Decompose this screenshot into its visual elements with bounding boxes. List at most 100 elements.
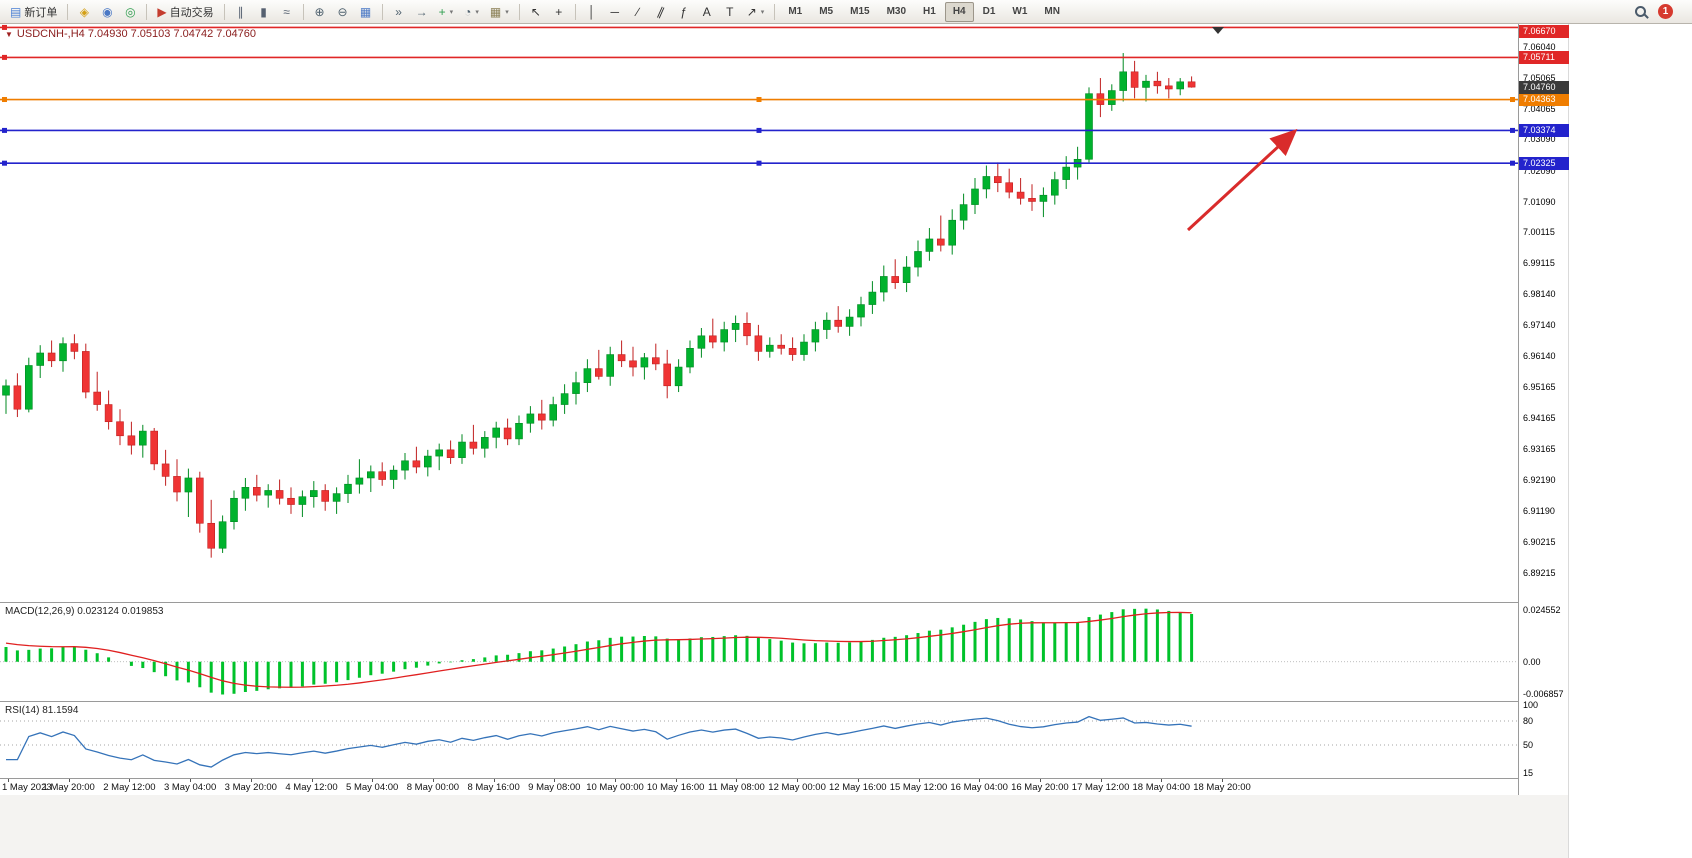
time-axis-label: 15 May 12:00 (889, 782, 948, 793)
toolbar-separator (381, 3, 383, 20)
timeframe-m1-button[interactable]: M1 (788, 6, 803, 17)
community-icon: ◎ (125, 4, 136, 19)
candles-mode-button[interactable]: ▮ (253, 2, 275, 22)
chart-shift-icon: → (415, 4, 428, 19)
time-axis-tick (918, 779, 920, 782)
time-axis-label: 1 May 20:00 (42, 782, 95, 793)
crosshair-button[interactable]: + (548, 2, 570, 22)
time-axis-label: 16 May 04:00 (950, 782, 1008, 793)
chart-window[interactable]: ▼ USDCNH-,H4 7.04930 7.05103 7.04742 7.0… (0, 24, 1569, 795)
tile-windows-button[interactable]: ▦ (355, 2, 377, 22)
chart-profiles-icon: ◈ (79, 4, 89, 19)
time-axis-tick (129, 779, 131, 782)
market-watch-button[interactable]: ◉ (96, 2, 118, 22)
indicators-button[interactable]: + ▾ (434, 2, 459, 22)
price-axis-label: 6.99115 (1523, 258, 1555, 269)
crosshair-icon: + (555, 4, 563, 19)
time-axis-tick (432, 779, 434, 782)
time-axis-label: 10 May 00:00 (586, 782, 644, 793)
toolbar-separator (574, 3, 576, 20)
bars-mode-icon: ∥ (237, 4, 244, 19)
text-label-button[interactable]: T (719, 2, 741, 22)
time-axis-label: 12 May 00:00 (768, 782, 826, 793)
time-axis-label: 9 May 08:00 (528, 782, 581, 793)
toolbar-separator (774, 3, 776, 20)
time-axis-label: 2 May 12:00 (103, 782, 156, 793)
fibonacci-icon: ƒ (680, 4, 688, 19)
time-axis-label: 8 May 16:00 (467, 782, 520, 793)
zoom-out-button[interactable]: ⊖ (332, 2, 354, 22)
auto-trading-icon: ▶ (157, 4, 167, 19)
timeframe-d1-button[interactable]: D1 (982, 6, 996, 17)
timeframe-m5-button[interactable]: M5 (819, 6, 834, 17)
chart-shift-button[interactable]: → (411, 2, 433, 22)
period-button[interactable]: ◔ ▾ (459, 2, 484, 22)
auto-scroll-icon: » (395, 4, 402, 19)
indicators-icon: + (438, 4, 446, 19)
fibonacci-button[interactable]: ƒ (673, 2, 695, 22)
templates-button[interactable]: ▦ ▾ (485, 2, 514, 22)
price-axis-label: 7.06040 (1523, 42, 1556, 53)
trendline-icon: ∕ (636, 4, 639, 19)
time-axis-tick (857, 779, 859, 782)
cursor-button[interactable]: ↖ (525, 2, 547, 22)
notification-badge[interactable]: 1 (1658, 4, 1673, 19)
time-axis-tick (8, 779, 9, 782)
auto-scroll-button[interactable]: » (388, 2, 410, 22)
bars-mode-button[interactable]: ∥ (230, 2, 252, 22)
time-axis-label: 12 May 16:00 (829, 782, 887, 793)
price-tag-7.06670: 7.06670 (1519, 25, 1569, 38)
rsi-axis-label: 50 (1523, 740, 1534, 750)
zoom-in-icon: ⊕ (314, 4, 325, 19)
timeframe-m30-button[interactable]: M30 (886, 6, 907, 17)
timeframe-h4-button[interactable]: H4 (944, 1, 974, 22)
rsi-canvas[interactable] (0, 702, 1518, 778)
price-axis-label: 6.94165 (1523, 413, 1556, 424)
search-icon[interactable] (1635, 6, 1646, 17)
trendline-button[interactable]: ∕ (627, 2, 649, 22)
rsi-axis-label: 100 (1523, 700, 1539, 710)
macd-canvas[interactable] (0, 603, 1518, 701)
horizontal-line-button[interactable]: ─ (604, 2, 626, 22)
price-axis-label: 6.91190 (1523, 506, 1555, 517)
toolbar-separator (302, 3, 304, 20)
community-button[interactable]: ◎ (119, 2, 141, 22)
vertical-line-button[interactable]: │ (581, 2, 603, 22)
time-axis-tick (493, 779, 495, 782)
zoom-out-icon: ⊖ (337, 4, 348, 19)
templates-icon: ▦ (489, 4, 502, 19)
price-chart-canvas[interactable] (0, 24, 1518, 602)
time-axis-tick (1100, 779, 1102, 782)
chart-profiles-button[interactable]: ◈ (73, 2, 95, 22)
rsi-panel-separator[interactable] (0, 701, 1568, 702)
price-axis-label: 6.97140 (1523, 320, 1556, 331)
channel-button[interactable]: ∥ (650, 2, 672, 22)
chart-title: ▼ USDCNH-,H4 7.04930 7.05103 7.04742 7.0… (5, 28, 256, 40)
line-mode-button[interactable]: ≈ (276, 2, 298, 22)
auto-trading-button-label: 自动交易 (169, 6, 214, 19)
time-axis[interactable]: 1 May 2023 1 May 20:00 2 May 12:00 3 May 04… (0, 779, 1518, 795)
timeframe-mn-button[interactable]: MN (1044, 6, 1060, 17)
macd-panel-separator[interactable] (0, 602, 1568, 603)
rsi-label: RSI(14) 81.1594 (5, 705, 79, 716)
auto-trading-button[interactable]: ▶ 自动交易 (152, 2, 218, 22)
price-axis[interactable]: 7.06040 7.05065 7.04065 7.03090 7.02090 7.010… (1518, 24, 1569, 795)
chart-title-text: USDCNH-,H4 7.04930 7.05103 7.04742 7.047… (16, 28, 257, 40)
vertical-line-icon: │ (587, 4, 596, 19)
timeframe-m15-button[interactable]: M15 (850, 6, 870, 17)
price-axis-label: 7.00115 (1523, 227, 1555, 238)
price-tag-7.02325: 7.02325 (1519, 156, 1569, 170)
price-axis-label: 6.89215 (1523, 567, 1556, 578)
new-order-button[interactable]: ▤ 新订单 (5, 2, 62, 22)
timeframe-h1-button[interactable]: H1 (923, 6, 936, 17)
zoom-in-button[interactable]: ⊕ (309, 2, 331, 22)
arrows-button[interactable]: ↗ ▾ (742, 2, 770, 22)
chart-symbol-icon: ▼ (5, 29, 13, 39)
price-axis-label: 6.96140 (1523, 351, 1556, 362)
time-axis-label: 11 May 08:00 (707, 782, 765, 793)
time-axis-label: 16 May 20:00 (1011, 782, 1069, 793)
price-axis-label: 6.90215 (1523, 536, 1556, 547)
tile-windows-icon: ▦ (359, 4, 372, 19)
timeframe-w1-button[interactable]: W1 (1012, 6, 1028, 17)
text-button[interactable]: A (696, 2, 718, 22)
